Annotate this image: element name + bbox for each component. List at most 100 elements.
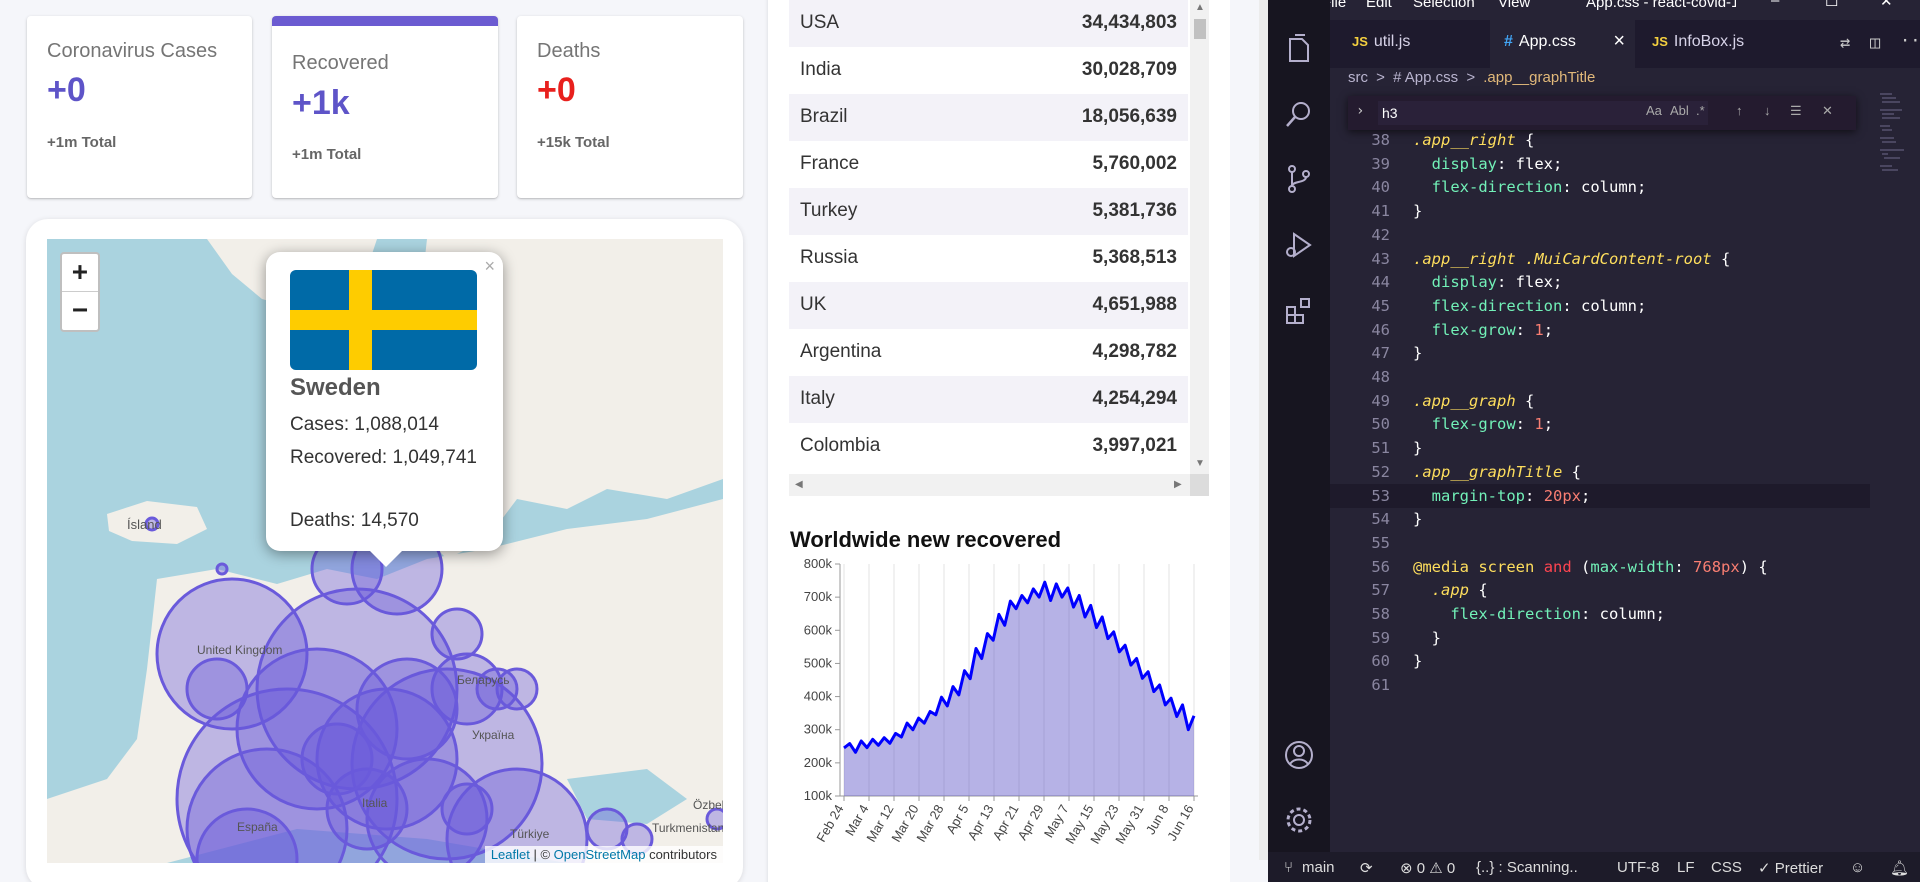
- code-line[interactable]: 40 flex-direction: column;: [1330, 175, 1870, 199]
- line-number: 56: [1371, 557, 1390, 576]
- minimize-icon[interactable]: –: [1771, 0, 1780, 9]
- more-actions-icon[interactable]: ···: [1900, 31, 1920, 51]
- line-number: 47: [1371, 344, 1390, 363]
- breadcrumb-symbol[interactable]: .app__graphTitle: [1483, 69, 1596, 86]
- code-line[interactable]: 42: [1330, 223, 1870, 247]
- branch-icon[interactable]: ⑂: [1284, 859, 1294, 876]
- scroll-down-icon[interactable]: ▼: [1195, 458, 1205, 469]
- code-line[interactable]: 58 flex-direction: column;: [1330, 602, 1870, 626]
- code-line[interactable]: 57 .app {: [1330, 578, 1870, 602]
- breadcrumb-src[interactable]: src: [1348, 69, 1368, 86]
- table-vertical-scrollbar[interactable]: ▲ ▼: [1190, 0, 1209, 474]
- infobox-total: +1m Total: [292, 146, 362, 163]
- browser-scrollbar[interactable]: [1259, 0, 1268, 860]
- code-line[interactable]: 54}: [1330, 507, 1870, 531]
- infobox-cases[interactable]: Coronavirus Cases +0 +1m Total: [27, 16, 252, 198]
- find-close-icon[interactable]: ✕: [1822, 103, 1833, 118]
- table-horizontal-scrollbar[interactable]: ◀ ▶: [789, 474, 1190, 496]
- close-window-icon[interactable]: ✕: [1880, 0, 1893, 10]
- tab-app-css[interactable]: # App.css ×: [1490, 20, 1635, 68]
- encoding[interactable]: UTF-8: [1617, 859, 1660, 876]
- find-in-selection-icon[interactable]: ☰: [1790, 103, 1802, 118]
- tab-util-js[interactable]: JS util.js: [1340, 20, 1480, 68]
- prettier-status[interactable]: ✓ Prettier: [1758, 860, 1824, 877]
- code-line[interactable]: 51}: [1330, 436, 1870, 460]
- code-line[interactable]: 49 .app__graph {: [1330, 389, 1870, 413]
- line-number: 60: [1371, 652, 1390, 671]
- problems-count[interactable]: ⊗ 0 ⚠ 0: [1400, 860, 1456, 877]
- end-of-line[interactable]: LF: [1677, 859, 1695, 876]
- popup-close-button[interactable]: ×: [484, 256, 495, 276]
- code-line[interactable]: 61: [1330, 673, 1870, 697]
- language-mode[interactable]: CSS: [1711, 859, 1742, 876]
- code-line[interactable]: 60}: [1330, 649, 1870, 673]
- table-country: India: [800, 59, 842, 80]
- case-circle: [430, 652, 504, 726]
- infobox-recovered[interactable]: Recovered +1k +1m Total: [272, 16, 498, 198]
- menu-view[interactable]: View: [1498, 0, 1531, 11]
- code-line[interactable]: 47}: [1330, 341, 1870, 365]
- line-text: flex-direction: column;: [1431, 296, 1647, 315]
- menu-file[interactable]: File: [1322, 0, 1347, 11]
- css-file-icon: #: [1504, 33, 1513, 50]
- code-line[interactable]: 48: [1330, 365, 1870, 389]
- explorer-icon[interactable]: [1282, 33, 1316, 67]
- split-editor-icon[interactable]: ◫: [1870, 33, 1881, 53]
- code-line[interactable]: 55: [1330, 531, 1870, 555]
- line-text: }: [1413, 202, 1423, 221]
- previous-match-icon[interactable]: ↑: [1736, 103, 1743, 118]
- find-input[interactable]: h3: [1378, 101, 1708, 125]
- map-label: Italia: [362, 796, 388, 810]
- code-line[interactable]: 39 display: flex;: [1330, 152, 1870, 176]
- scroll-up-icon[interactable]: ▲: [1195, 2, 1205, 13]
- run-debug-icon[interactable]: [1282, 228, 1316, 262]
- code-line[interactable]: 59 }: [1330, 626, 1870, 650]
- line-text: .app__graph {: [1413, 391, 1535, 410]
- next-match-icon[interactable]: ↓: [1764, 103, 1771, 118]
- find-toggle-replace-icon[interactable]: ›: [1356, 103, 1365, 119]
- tab-close-icon[interactable]: ×: [1613, 30, 1625, 52]
- scroll-left-icon[interactable]: ◀: [795, 479, 803, 490]
- breadcrumb-file[interactable]: # App.css: [1393, 69, 1459, 86]
- code-line[interactable]: 44 display: flex;: [1330, 270, 1870, 294]
- maximize-icon[interactable]: ☐: [1825, 0, 1839, 10]
- feedback-icon[interactable]: ☺: [1850, 859, 1866, 876]
- settings-gear-icon[interactable]: [1282, 803, 1316, 837]
- infobox-deaths[interactable]: Deaths +0 +15k Total: [517, 16, 743, 198]
- zoom-out-button[interactable]: −: [72, 295, 88, 325]
- code-line[interactable]: 41}: [1330, 199, 1870, 223]
- compare-changes-icon[interactable]: ⇄: [1840, 33, 1851, 53]
- code-line[interactable]: 52 .app__graphTitle {: [1330, 460, 1870, 484]
- match-case-icon[interactable]: Aa: [1646, 103, 1662, 118]
- cases-table[interactable]: USA 34,434,803 India 30,028,709 Brazil 18,056…: [789, 0, 1189, 470]
- tab-infobox-js[interactable]: JS InfoBox.js: [1638, 20, 1778, 68]
- code-line[interactable]: 38 .app__right {: [1330, 128, 1870, 152]
- branch-name[interactable]: main: [1302, 859, 1335, 876]
- code-line[interactable]: 43 .app__right .MuiCardContent-root {: [1330, 247, 1870, 271]
- zoom-in-button[interactable]: +: [62, 254, 98, 292]
- menu-selection[interactable]: Selection: [1413, 0, 1475, 11]
- scroll-right-icon[interactable]: ▶: [1174, 479, 1182, 490]
- leaflet-link[interactable]: Leaflet: [490, 847, 530, 862]
- notifications-icon[interactable]: 🔔︎: [1890, 860, 1910, 877]
- line-number: 44: [1371, 273, 1390, 292]
- regex-icon[interactable]: .*: [1696, 103, 1705, 118]
- account-icon[interactable]: [1282, 738, 1316, 772]
- code-line[interactable]: 50 flex-grow: 1;: [1330, 412, 1870, 436]
- source-control-icon[interactable]: [1282, 162, 1316, 196]
- code-line[interactable]: 45 flex-direction: column;: [1330, 294, 1870, 318]
- osm-link[interactable]: OpenStreetMap: [553, 847, 646, 862]
- code-line[interactable]: 53 margin-top: 20px;: [1330, 483, 1870, 508]
- line-number: 52: [1371, 462, 1390, 481]
- sync-icon[interactable]: ⟳: [1360, 860, 1373, 877]
- code-line[interactable]: 46 flex-grow: 1;: [1330, 318, 1870, 342]
- extensions-icon[interactable]: [1282, 294, 1316, 328]
- code-line[interactable]: 56 @media screen and (max-width: 768px) {: [1330, 555, 1870, 579]
- infobox-title: Coronavirus Cases: [47, 40, 218, 62]
- whole-word-icon[interactable]: Abl: [1670, 103, 1689, 118]
- menu-edit[interactable]: Edit: [1366, 0, 1392, 11]
- minimap[interactable]: [1878, 90, 1908, 220]
- search-icon[interactable]: [1282, 98, 1316, 132]
- table-cases: 4,298,782: [1092, 341, 1177, 362]
- scroll-thumb[interactable]: [1194, 19, 1206, 39]
